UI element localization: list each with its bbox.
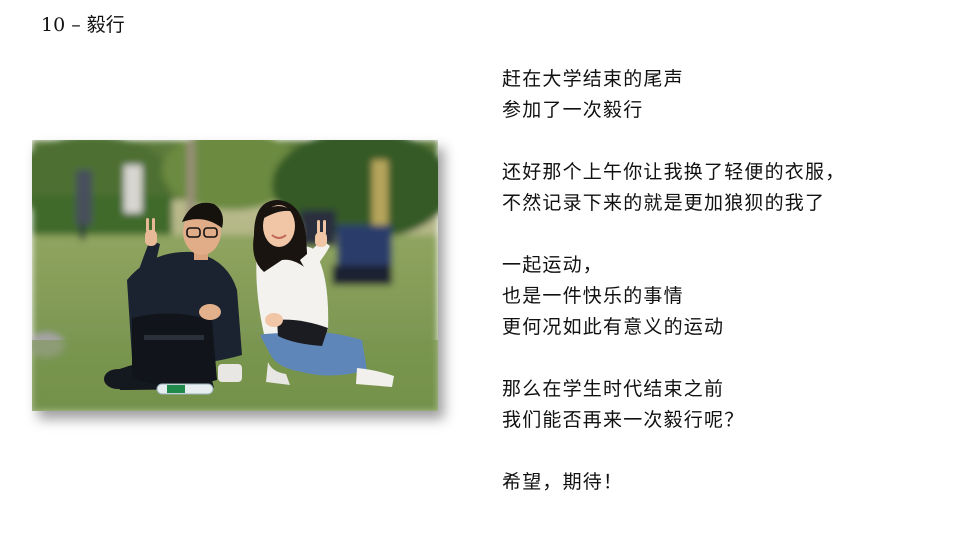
poem-line: 参加了一次毅行 [502, 99, 644, 121]
poem-line: 更何况如此有意义的运动 [502, 316, 725, 338]
poem: 赶在大学结束的尾声 参加了一次毅行 还好那个上午你让我换了轻便的衣服， 不然记录… [502, 64, 942, 529]
poem-stanza: 希望，期待！ [502, 467, 942, 498]
slide-title: 10 – 毅行 [41, 14, 125, 36]
woman-figure [253, 200, 394, 387]
poem-line: 不然记录下来的就是更加狼狈的我了 [502, 192, 826, 214]
poem-line: 一起运动， [502, 254, 604, 276]
poem-stanza: 一起运动， 也是一件快乐的事情 更何况如此有意义的运动 [502, 250, 942, 343]
couple-photo [32, 140, 438, 411]
poem-stanza: 那么在学生时代结束之前 我们能否再来一次毅行呢？ [502, 374, 942, 436]
poem-line: 也是一件快乐的事情 [502, 285, 684, 307]
poem-stanza: 还好那个上午你让我换了轻便的衣服， 不然记录下来的就是更加狼狈的我了 [502, 157, 942, 219]
poem-line: 我们能否再来一次毅行呢？ [502, 409, 745, 431]
poem-line: 还好那个上午你让我换了轻便的衣服， [502, 161, 846, 183]
man-figure [104, 202, 242, 395]
poem-stanza: 赶在大学结束的尾声 参加了一次毅行 [502, 64, 942, 126]
poem-line: 那么在学生时代结束之前 [502, 378, 725, 400]
poem-line: 赶在大学结束的尾声 [502, 68, 684, 90]
poem-line: 希望，期待！ [502, 471, 624, 493]
